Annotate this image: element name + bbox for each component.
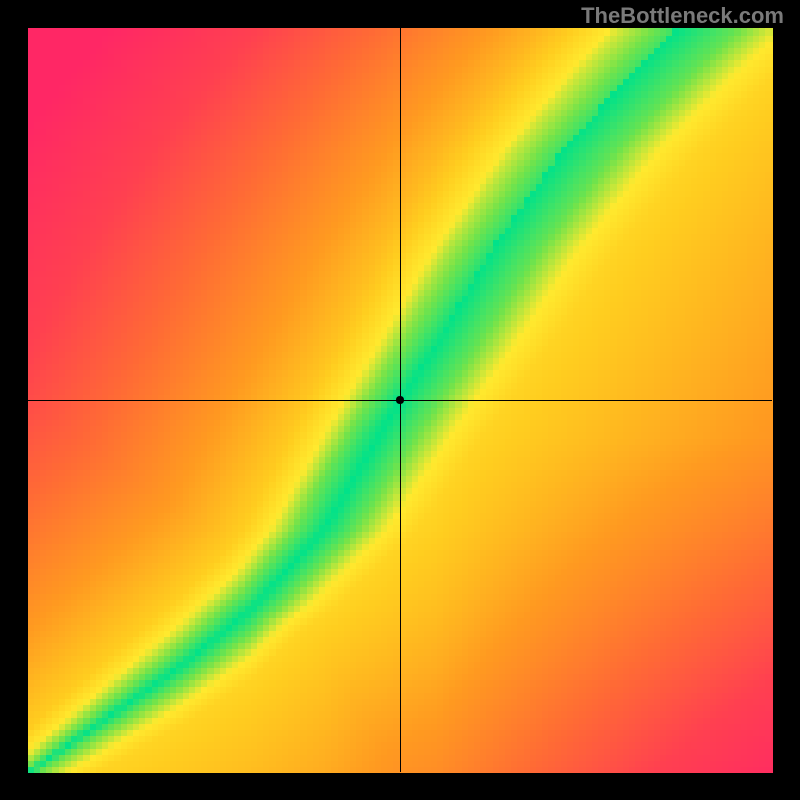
bottleneck-heatmap bbox=[0, 0, 800, 800]
watermark-text: TheBottleneck.com bbox=[581, 3, 784, 29]
chart-container: TheBottleneck.com bbox=[0, 0, 800, 800]
